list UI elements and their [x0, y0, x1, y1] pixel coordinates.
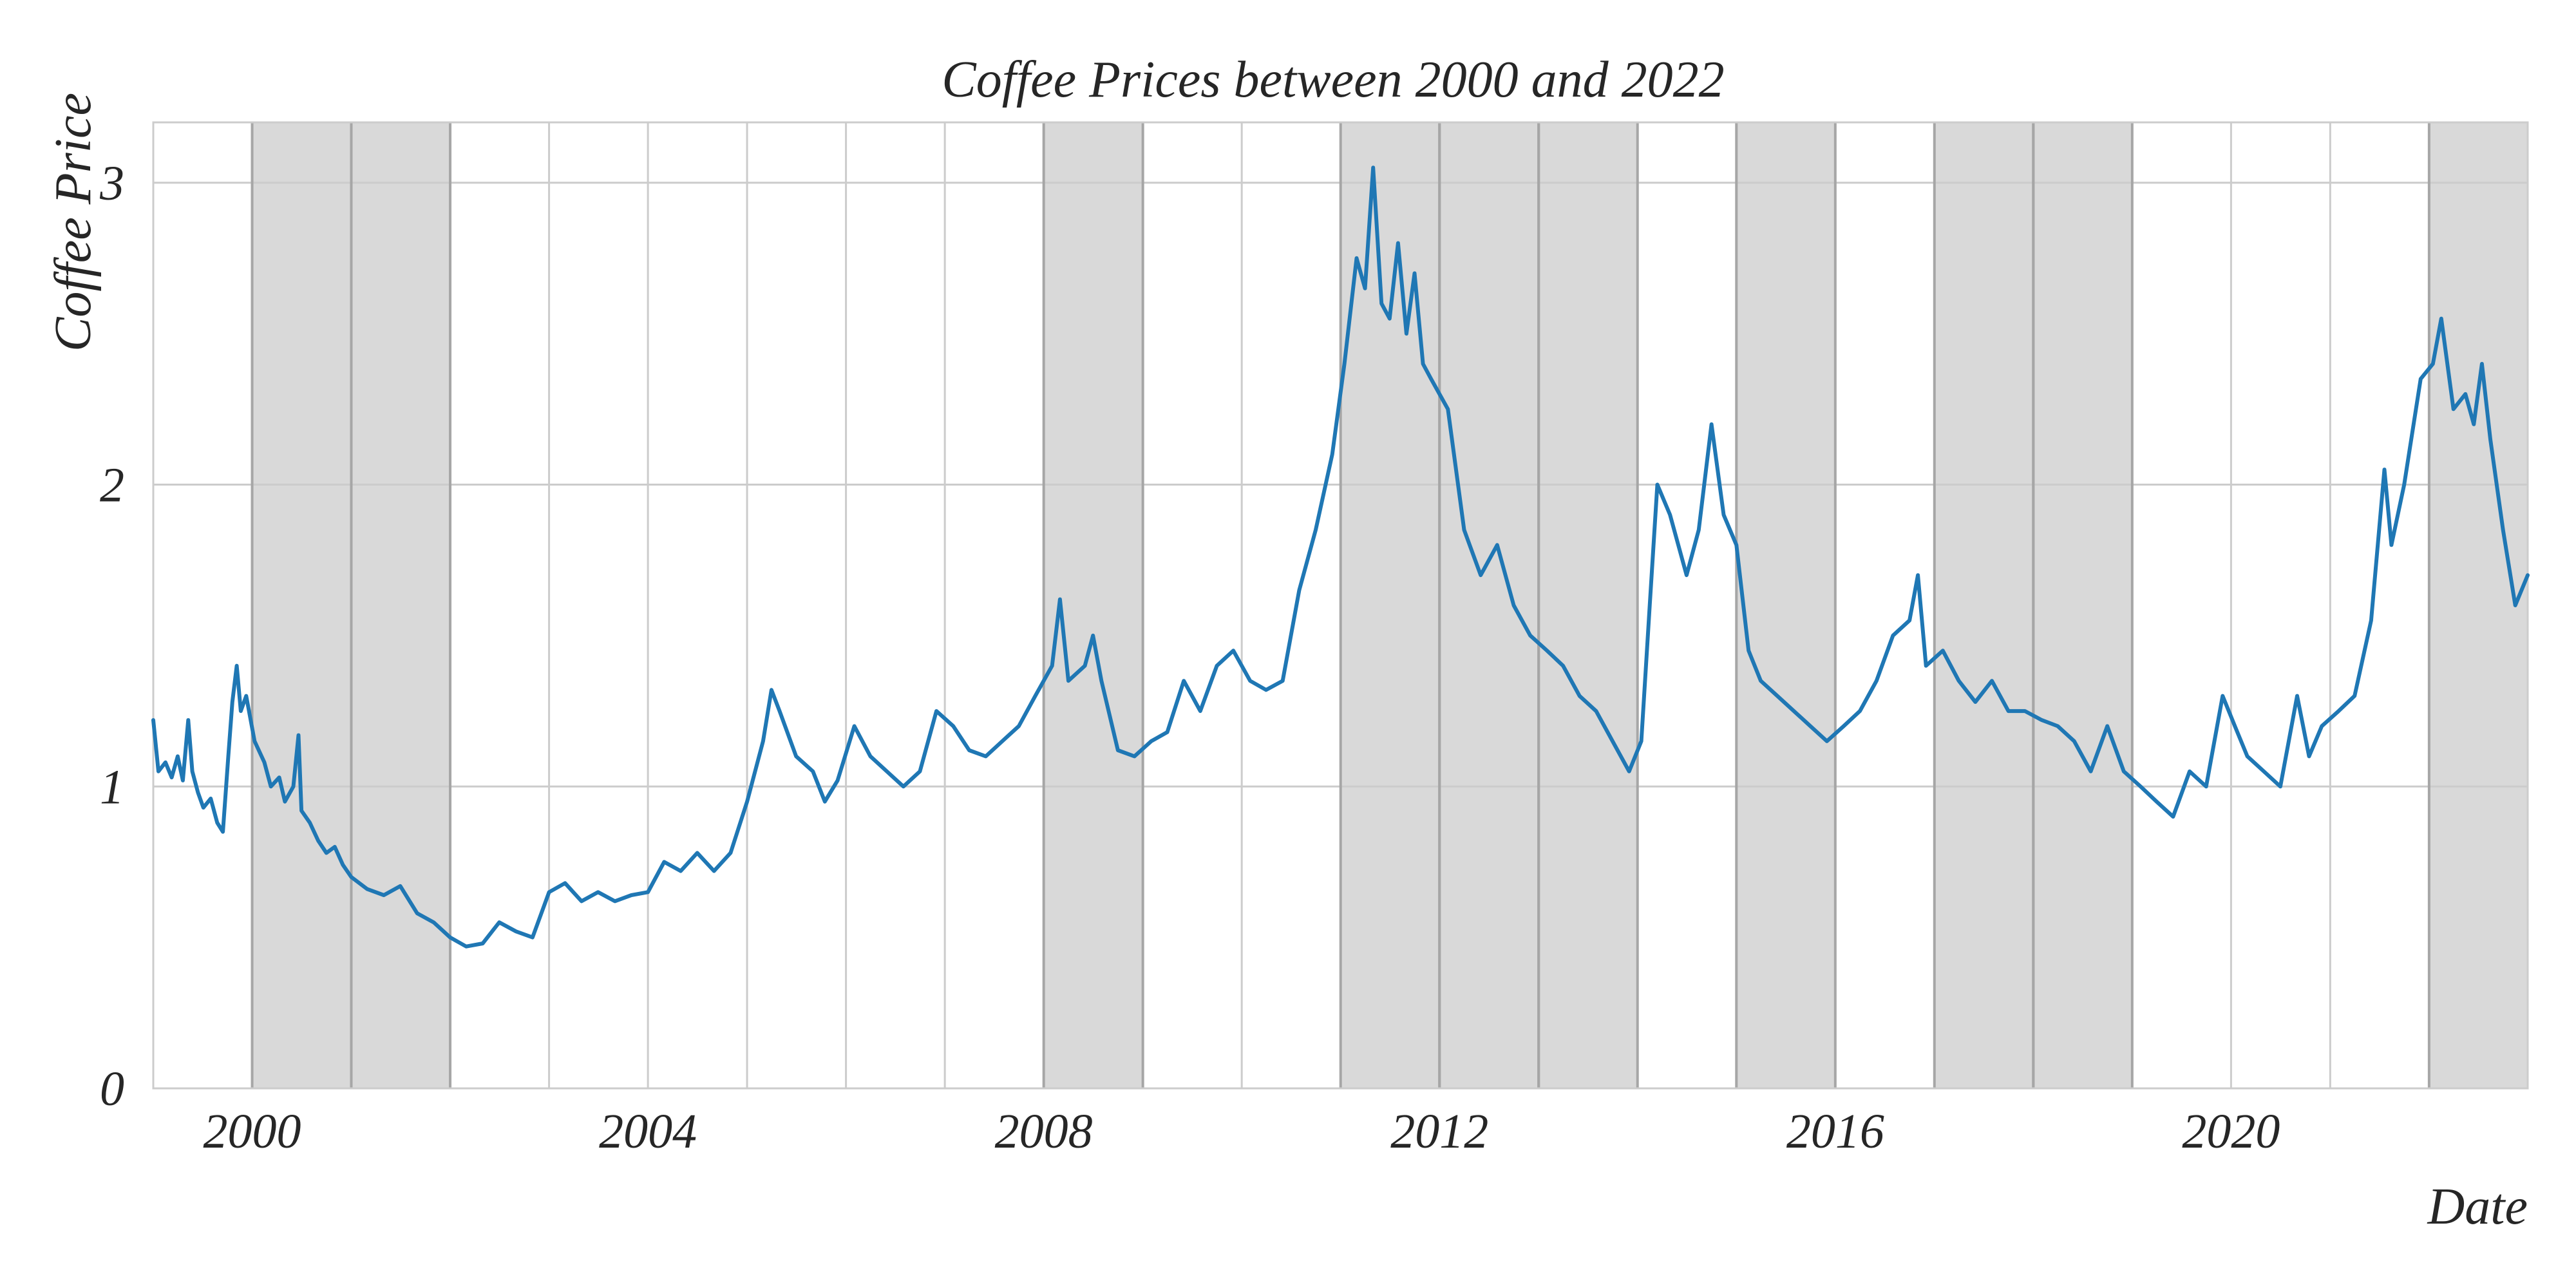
- shaded-band-2011: [1340, 122, 1440, 1088]
- y-tick-label-2: 2: [100, 459, 124, 513]
- shaded-band-2015: [1736, 122, 1835, 1088]
- y-tick-labels: 0 1 2 3: [99, 156, 124, 1116]
- shaded-band-edges: [251, 122, 2430, 1088]
- price-line-0: [151, 166, 2530, 949]
- x-tick-label-2020: 2020: [2182, 1104, 2280, 1159]
- x-tick-label-2000: 2000: [204, 1104, 301, 1159]
- shaded-band-2013: [1539, 122, 1638, 1088]
- shaded-band-2022: [2429, 122, 2528, 1088]
- y-tick-label-3: 3: [99, 156, 124, 211]
- x-tick-label-2008: 2008: [995, 1104, 1093, 1159]
- plot-frame: [152, 121, 2529, 1090]
- y-tick-label-0: 0: [100, 1062, 124, 1116]
- series-group: [151, 166, 2530, 949]
- y-tick-label-1: 1: [100, 760, 124, 814]
- x-tick-label-2012: 2012: [1390, 1104, 1488, 1159]
- y-axis-label: Coffee Price: [45, 93, 102, 352]
- shaded-band-2012: [1439, 122, 1539, 1088]
- shaded-band-2018: [2033, 122, 2132, 1088]
- shaded-band-2001: [351, 122, 451, 1088]
- chart-title: Coffee Prices between 2000 and 2022: [942, 52, 1724, 108]
- shaded-bands: [252, 122, 2528, 1088]
- x-tick-labels: 2000 2004 2008 2012 2016 2020: [204, 1104, 2280, 1159]
- shaded-band-2017: [1934, 122, 2034, 1088]
- x-axis-label: Date: [2427, 1179, 2528, 1235]
- x-tick-label-2016: 2016: [1786, 1104, 1884, 1159]
- shaded-band-2000: [252, 122, 352, 1088]
- x-tick-label-2004: 2004: [599, 1104, 697, 1159]
